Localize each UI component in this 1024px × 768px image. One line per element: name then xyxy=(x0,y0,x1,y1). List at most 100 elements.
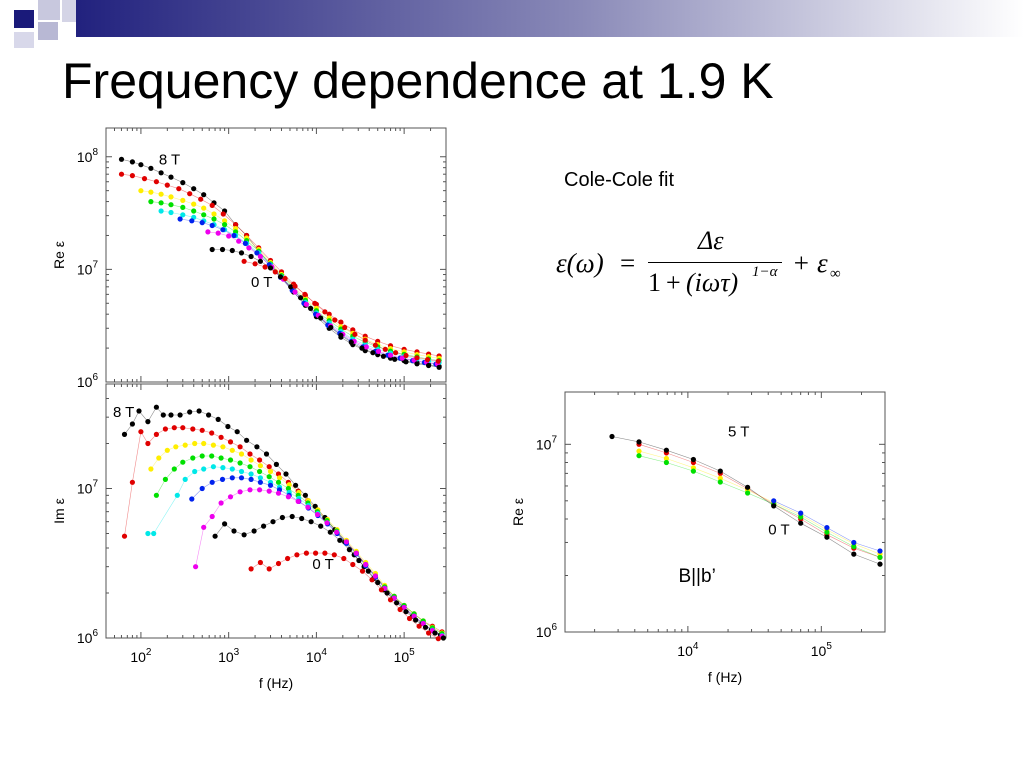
data-point xyxy=(251,528,257,534)
data-point xyxy=(636,453,642,459)
data-point xyxy=(266,464,272,470)
data-point xyxy=(226,233,232,239)
data-point xyxy=(267,265,274,271)
data-point xyxy=(148,199,154,205)
data-point xyxy=(215,416,221,422)
data-point xyxy=(270,519,276,525)
data-point xyxy=(285,555,291,562)
data-point xyxy=(220,465,226,471)
data-point xyxy=(141,176,148,182)
data-point xyxy=(261,523,267,529)
data-point xyxy=(331,552,337,558)
formula-exponent: 1−α xyxy=(752,264,778,280)
y-tick-label: 107 xyxy=(536,434,558,452)
data-point xyxy=(220,444,226,450)
data-point xyxy=(236,238,242,244)
data-point xyxy=(288,284,294,290)
data-point xyxy=(380,353,386,359)
data-point xyxy=(180,212,186,218)
data-point xyxy=(209,479,215,485)
data-point xyxy=(151,530,157,537)
data-point xyxy=(189,218,195,224)
data-point xyxy=(218,455,224,461)
data-point xyxy=(334,529,340,535)
data-point xyxy=(362,337,368,343)
chart-annotation: 0 T xyxy=(312,556,333,573)
data-point xyxy=(312,300,318,306)
data-point xyxy=(252,261,258,267)
data-point xyxy=(248,471,254,477)
data-point xyxy=(209,453,215,459)
x-axis-label: f (Hz) xyxy=(259,675,293,691)
data-point xyxy=(158,191,164,197)
data-point xyxy=(262,264,268,270)
data-point xyxy=(275,490,282,496)
data-point xyxy=(191,201,197,207)
data-point xyxy=(210,442,216,448)
cole-cole-formula: ε(ω) = Δε 1 + (iωτ) 1−α + ε ∞ xyxy=(552,222,852,302)
data-point xyxy=(220,211,226,217)
data-point xyxy=(121,533,128,539)
data-point xyxy=(308,305,314,311)
y-tick-label: 106 xyxy=(77,372,99,390)
data-point xyxy=(248,566,254,572)
data-point xyxy=(363,344,369,350)
data-point xyxy=(138,162,144,168)
data-point xyxy=(416,623,422,629)
data-point xyxy=(372,342,378,348)
data-point xyxy=(198,196,204,202)
data-point xyxy=(636,448,642,454)
chart-annotation: 8 T xyxy=(159,152,180,169)
data-point xyxy=(435,358,441,364)
data-point xyxy=(346,547,352,553)
chart-0: 106 107 108 Re ε 8 T 0 T xyxy=(51,127,447,390)
data-point xyxy=(851,539,857,546)
title-decoration xyxy=(0,0,1024,48)
data-point xyxy=(171,466,177,472)
data-point xyxy=(180,459,186,465)
data-point xyxy=(690,456,697,463)
data-point xyxy=(420,620,426,627)
data-point xyxy=(745,490,751,496)
data-point xyxy=(877,561,883,567)
data-point xyxy=(378,587,384,593)
data-point xyxy=(352,331,358,337)
data-point xyxy=(145,419,151,425)
data-point xyxy=(375,348,382,354)
data-point xyxy=(211,216,217,222)
data-point xyxy=(191,186,197,192)
data-point xyxy=(121,431,128,437)
chart-1: 106 107 102 103 104 105 Im ε f (Hz) 8 T 0 T xyxy=(51,383,447,691)
data-point xyxy=(303,301,309,307)
data-point xyxy=(326,311,332,317)
data-point xyxy=(162,476,168,482)
data-point xyxy=(324,520,330,526)
data-point xyxy=(353,550,359,556)
data-point xyxy=(308,519,314,525)
data-point xyxy=(180,180,186,186)
data-point xyxy=(382,346,388,352)
data-point xyxy=(138,429,144,435)
data-point xyxy=(285,485,291,492)
data-point xyxy=(414,355,420,361)
data-point xyxy=(690,468,697,474)
data-point xyxy=(824,525,830,531)
data-point xyxy=(205,229,211,235)
y-tick-label: 106 xyxy=(536,622,558,640)
data-point xyxy=(180,425,186,431)
data-point xyxy=(257,487,263,493)
data-point xyxy=(206,412,212,418)
data-point xyxy=(168,412,174,418)
data-point xyxy=(798,510,804,516)
data-point xyxy=(248,457,254,463)
data-point xyxy=(227,439,234,445)
data-point xyxy=(851,551,857,557)
data-point xyxy=(209,246,215,253)
data-point xyxy=(129,421,135,427)
data-point xyxy=(257,475,263,481)
data-point xyxy=(276,475,283,481)
data-point xyxy=(302,291,308,297)
data-point xyxy=(247,487,253,493)
data-point xyxy=(168,194,174,200)
data-point xyxy=(289,513,295,520)
